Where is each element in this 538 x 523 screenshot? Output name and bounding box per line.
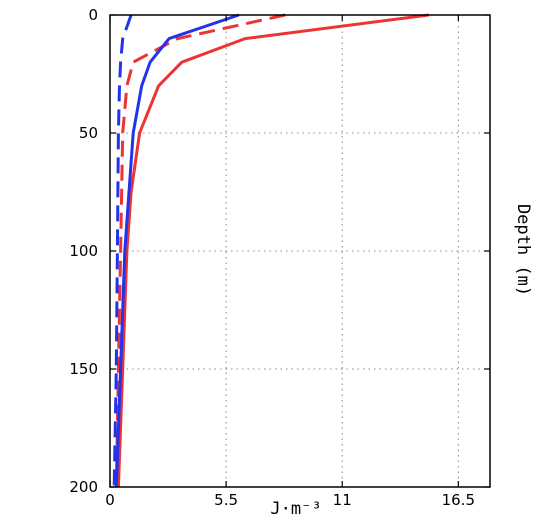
x-axis-title: J·m⁻³ xyxy=(270,499,321,519)
y-tick-label: 200 xyxy=(69,478,98,496)
plot-frame xyxy=(109,14,491,488)
x-tick-label: 16.5 xyxy=(442,491,475,509)
series-layer xyxy=(112,13,429,488)
y-axis-title: Depth (m) xyxy=(513,204,533,296)
y-tick-label: 100 xyxy=(69,242,98,260)
x-tick-label: 11 xyxy=(333,491,352,509)
series-line-4 xyxy=(112,14,133,488)
series-line-1 xyxy=(116,13,429,488)
y-tick-label: 150 xyxy=(69,360,98,378)
y-tick-label: 50 xyxy=(79,124,98,142)
grid-layer xyxy=(110,15,490,487)
tick-layer: 0 5.5 11 16.5 0 50 100 150 200 xyxy=(69,6,490,509)
x-tick-label: 5.5 xyxy=(214,491,238,509)
series-line-3 xyxy=(114,13,240,488)
y-tick-label: 0 xyxy=(88,6,98,24)
x-tick-label: 0 xyxy=(105,491,115,509)
